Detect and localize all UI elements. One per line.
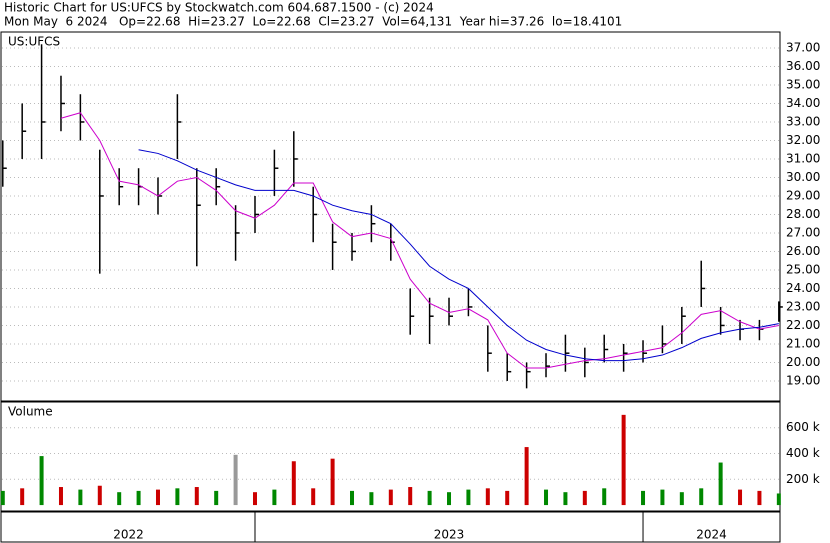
volume-bar <box>175 488 180 506</box>
y-tick-label: 22.00 <box>786 318 820 332</box>
volume-bar <box>291 461 296 506</box>
volume-bar <box>660 489 665 506</box>
volume-bar <box>582 490 587 506</box>
volume-bar <box>408 487 413 506</box>
y-tick-label: 34.00 <box>786 96 820 110</box>
x-period-label: 2022 <box>113 528 144 542</box>
volume-bar <box>350 490 355 506</box>
header-line: Mon May 6 2024 Op=22.68 Hi=23.27 Lo=22.6… <box>4 15 622 29</box>
volume-bar <box>776 493 781 506</box>
header-line: Historic Chart for US:UFCS by Stockwatch… <box>4 1 434 15</box>
volume-bar <box>136 490 141 506</box>
volume-bar <box>97 485 102 506</box>
moving-average <box>138 149 779 362</box>
volume-bar <box>679 492 684 506</box>
volume-bar <box>233 454 238 506</box>
price-panel <box>0 31 781 402</box>
volume-bar <box>58 487 63 506</box>
y-tick-label: 26.00 <box>786 244 820 258</box>
volume-bar <box>0 490 5 506</box>
volume-bar <box>39 456 44 506</box>
volume-bar <box>505 490 510 506</box>
y-tick-label: 21.00 <box>786 336 820 350</box>
volume-bar <box>427 490 432 506</box>
y-tick-label: 35.00 <box>786 77 820 91</box>
y-tick-label: 200 k <box>786 472 820 486</box>
volume-bar <box>524 447 529 506</box>
volume-bar <box>485 488 490 506</box>
volume-bar <box>447 492 452 506</box>
volume-bar <box>20 488 25 506</box>
y-tick-label: 19.00 <box>786 373 820 387</box>
volume-bar <box>641 490 646 506</box>
y-tick-label: 37.00 <box>786 40 820 54</box>
x-period-label: 2024 <box>696 528 727 542</box>
volume-bar <box>369 492 374 506</box>
y-tick-label: 29.00 <box>786 188 820 202</box>
volume-bar <box>699 488 704 506</box>
volume-bar <box>252 492 257 506</box>
y-tick-label: 20.00 <box>786 355 820 369</box>
volume-bar <box>602 488 607 506</box>
volume-bar <box>388 489 393 506</box>
y-tick-label: 600 k <box>786 420 820 434</box>
volume-bar <box>194 487 199 506</box>
price-label: US:UFCS <box>8 35 60 49</box>
volume-bar <box>272 489 277 506</box>
volume-bar <box>738 489 743 506</box>
volume-bar <box>757 490 762 506</box>
y-tick-label: 24.00 <box>786 281 820 295</box>
y-tick-label: 25.00 <box>786 262 820 276</box>
volume-panel <box>0 401 781 512</box>
date-strip <box>0 511 781 543</box>
volume-bar <box>621 414 626 506</box>
x-period-label: 2023 <box>434 528 465 542</box>
volume-bar <box>78 489 83 506</box>
volume-bar <box>155 489 160 506</box>
volume-bar <box>330 458 335 506</box>
volume-bar <box>311 488 316 506</box>
y-tick-label: 33.00 <box>786 114 820 128</box>
volume-bar <box>117 492 122 506</box>
volume-label: Volume <box>8 405 53 419</box>
volume-bar <box>718 462 723 506</box>
y-tick-label: 23.00 <box>786 299 820 313</box>
y-tick-label: 36.00 <box>786 59 820 73</box>
y-tick-label: 31.00 <box>786 151 820 165</box>
volume-bar <box>466 489 471 506</box>
volume-bar <box>544 489 549 506</box>
volume-bar <box>563 492 568 506</box>
y-tick-label: 28.00 <box>786 207 820 221</box>
moving-average <box>60 112 779 369</box>
y-tick-label: 400 k <box>786 446 820 460</box>
y-tick-label: 32.00 <box>786 133 820 147</box>
volume-bar <box>214 490 219 506</box>
y-tick-label: 30.00 <box>786 170 820 184</box>
y-tick-label: 27.00 <box>786 225 820 239</box>
